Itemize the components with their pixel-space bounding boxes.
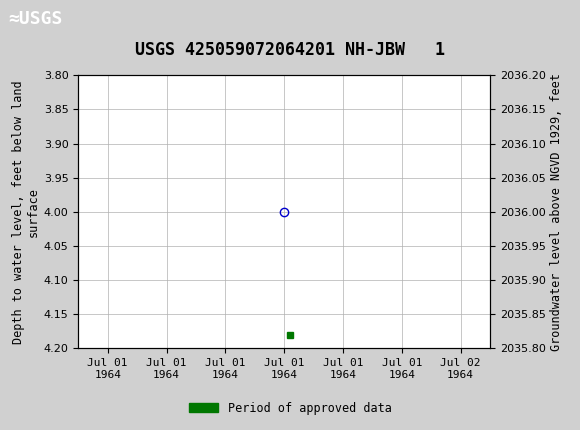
Y-axis label: Groundwater level above NGVD 1929, feet: Groundwater level above NGVD 1929, feet (550, 73, 563, 351)
Legend: Period of approved data: Period of approved data (184, 397, 396, 420)
Y-axis label: Depth to water level, feet below land
surface: Depth to water level, feet below land su… (12, 80, 39, 344)
Text: USGS 425059072064201 NH-JBW   1: USGS 425059072064201 NH-JBW 1 (135, 41, 445, 59)
Text: ≈USGS: ≈USGS (9, 10, 63, 28)
